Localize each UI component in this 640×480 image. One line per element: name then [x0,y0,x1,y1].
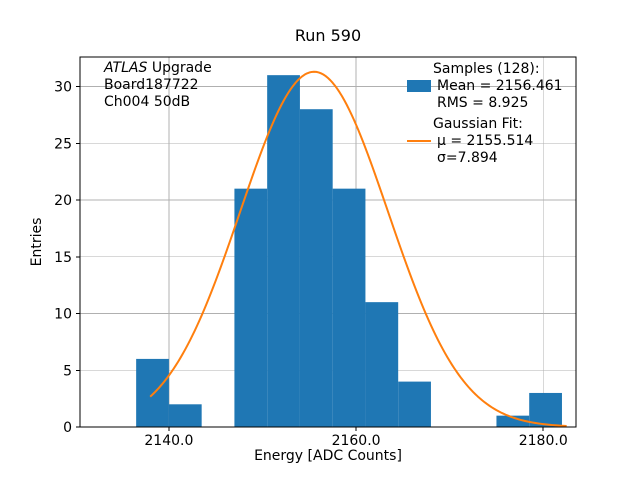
histogram-bar [529,392,562,427]
legend-mu-row: μ = 2155.514 [407,132,563,149]
legend-sigma-label: σ=7.894 [437,149,498,166]
histogram-bar [234,188,268,427]
annotation-upgrade-text: Upgrade [147,60,212,76]
y-tick-label: 10 [54,307,72,323]
y-tick-label: 20 [54,193,72,209]
x-tick-label: 2180.0 [519,433,568,449]
histogram-bar [365,302,399,427]
legend-sigma-row: σ=7.894 [407,149,563,166]
annotation-line-3: Ch004 50dB [104,94,191,110]
y-tick-label: 30 [54,80,72,96]
histogram-bar [136,358,169,427]
histogram-bar [299,109,333,427]
y-tick-label: 15 [54,250,72,266]
chart-title: Run 590 [294,26,362,45]
annotation-atlas-text: ATLAS [104,60,148,76]
legend-rms-row: RMS = 8.925 [407,94,563,111]
legend: Samples (128): Mean = 2156.461 RMS = 8.9… [407,60,563,166]
fit-line-swatch [407,139,431,142]
x-tick-label: 2140.0 [144,433,193,449]
legend-rms-label: RMS = 8.925 [437,94,529,111]
y-tick-label: 5 [63,363,72,379]
histogram-bar [168,404,202,427]
histogram-bar [496,415,530,427]
y-tick-label: 25 [54,136,72,152]
histogram-bar [267,75,300,427]
gaussian-fit-curve [149,70,567,427]
x-axis-label: Energy [ADC Counts] [254,448,402,464]
plot-border [79,56,577,428]
annotation-line-1: ATLAS Upgrade [104,60,212,77]
x-tick-label: 2160.0 [332,433,381,449]
histogram-swatch [407,79,431,92]
histogram-bar [332,188,366,427]
legend-mu-label: μ = 2155.514 [437,132,534,149]
legend-fit-header-text: Gaussian Fit: [433,115,523,132]
legend-mean-label: Mean = 2156.461 [437,77,563,94]
y-axis-label: Entries [29,217,45,267]
legend-samples-header: Samples (128): [407,60,563,77]
legend-samples-header-text: Samples (128): [433,60,540,77]
histogram-bar [398,381,431,427]
legend-fit-header: Gaussian Fit: [407,115,563,132]
annotation-line-2: Board187722 [104,77,199,93]
legend-mean-row: Mean = 2156.461 [407,77,563,94]
y-tick-label: 0 [63,420,72,436]
annotation-box: ATLAS Upgrade Board187722 Ch004 50dB [104,60,212,111]
